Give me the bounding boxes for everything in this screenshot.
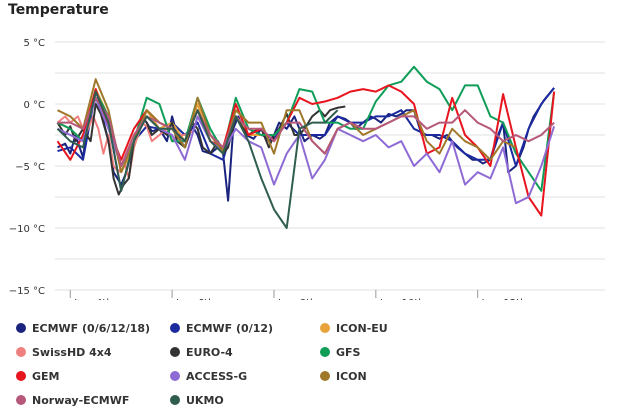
legend-label: ICON-EU xyxy=(336,322,388,335)
legend-swatch-icon xyxy=(16,323,26,333)
y-tick-label: −10 °C xyxy=(9,224,45,235)
x-tick-label: Jan, 12th xyxy=(481,298,527,300)
y-tick-label: 5 °C xyxy=(23,38,45,49)
legend-label: ECMWF (0/12) xyxy=(186,322,274,335)
y-tick-label: −15 °C xyxy=(9,286,45,297)
legend-swatch-icon xyxy=(16,347,26,357)
legend-item[interactable]: GFS xyxy=(320,346,360,359)
legend-swatch-icon xyxy=(320,347,330,357)
legend-item[interactable]: ACCESS-G xyxy=(170,370,247,383)
legend-label: GEM xyxy=(32,370,60,383)
temperature-chart: 5 °C 0 °C −5 °C −10 °C −15 °C Jan, 4th Jan, 6… xyxy=(9,38,605,300)
y-tick-label: −5 °C xyxy=(15,162,45,173)
legend-label: Norway-ECMWF xyxy=(32,394,130,407)
chart-title: Temperature xyxy=(8,2,109,18)
legend-swatch-icon xyxy=(170,395,180,405)
series-line-euro-4 xyxy=(56,103,346,196)
legend-label: ICON xyxy=(336,370,367,383)
legend-label: ECMWF (0/6/12/18) xyxy=(32,322,151,335)
series-line-ecmwf-0-12- xyxy=(57,87,555,192)
series-line-gem xyxy=(56,84,556,217)
grid-lines xyxy=(55,41,605,291)
legend-label: UKMO xyxy=(186,394,224,407)
legend-label: EURO-4 xyxy=(186,346,233,359)
legend-swatch-icon xyxy=(320,323,330,333)
legend-item[interactable]: EURO-4 xyxy=(170,346,233,359)
legend-item[interactable]: GEM xyxy=(16,370,60,383)
legend-item[interactable]: ICON-EU xyxy=(320,322,388,335)
x-tick-label: Jan, 8th xyxy=(277,298,316,300)
x-tick-label: Jan, 10th xyxy=(379,298,425,300)
series-line-norway-ecmwf xyxy=(57,96,555,167)
legend-swatch-icon xyxy=(170,371,180,381)
series-lines xyxy=(56,65,556,229)
legend: ECMWF (0/6/12/18) ECMWF (0/12) ICON-EU Swis… xyxy=(0,318,617,418)
legend-item[interactable]: Norway-ECMWF xyxy=(16,394,129,407)
series-line-ukmo xyxy=(56,90,339,229)
legend-swatch-icon xyxy=(170,347,180,357)
x-axis-ticks: Jan, 4th Jan, 6th Jan, 8th Jan, 10th Jan, 12… xyxy=(69,290,527,300)
legend-item[interactable]: SwissHD 4x4 xyxy=(16,346,112,359)
legend-item[interactable]: ECMWF (0/12) xyxy=(170,322,273,335)
legend-item[interactable]: ICON xyxy=(320,370,367,383)
y-axis-ticks: 5 °C 0 °C −5 °C −10 °C −15 °C xyxy=(9,38,45,297)
series-line-icon xyxy=(57,78,517,174)
legend-item[interactable]: ECMWF (0/6/12/18) xyxy=(16,322,150,335)
legend-label: GFS xyxy=(336,346,361,359)
legend-swatch-icon xyxy=(16,395,26,405)
legend-label: SwissHD 4x4 xyxy=(32,346,112,359)
legend-label: ACCESS-G xyxy=(186,370,248,383)
legend-swatch-icon xyxy=(170,323,180,333)
y-tick-label: 0 °C xyxy=(23,100,45,111)
legend-item[interactable]: UKMO xyxy=(170,394,224,407)
x-tick-label: Jan, 4th xyxy=(73,298,112,300)
legend-swatch-icon xyxy=(16,371,26,381)
x-tick-label: Jan, 6th xyxy=(175,298,214,300)
legend-swatch-icon xyxy=(320,371,330,381)
